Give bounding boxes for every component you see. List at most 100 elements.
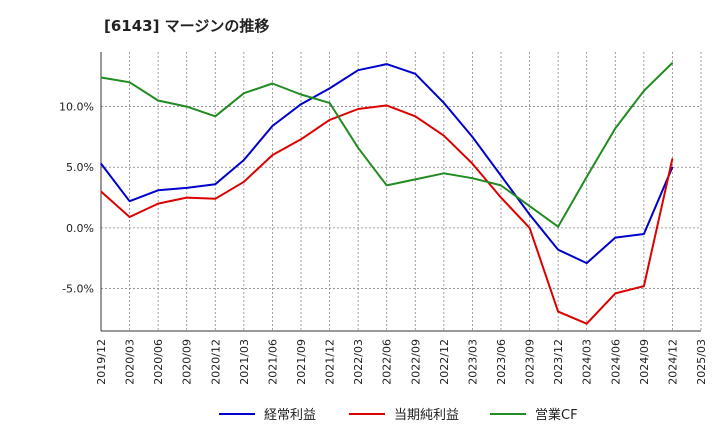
- data-point-0: [214, 183, 216, 185]
- legend-label-2: 営業CF: [535, 407, 578, 423]
- data-point-1: [386, 104, 388, 106]
- data-point-1: [643, 285, 645, 287]
- data-point-1: [471, 163, 474, 165]
- data-point-2: [271, 82, 274, 85]
- data-point-1: [357, 108, 359, 110]
- data-point-1: [157, 203, 159, 205]
- data-point-1: [328, 119, 331, 121]
- data-point-0: [186, 187, 188, 189]
- data-point-2: [214, 115, 216, 117]
- series-lines: [100, 62, 674, 325]
- data-point-1: [300, 138, 302, 140]
- x-tick-label: 2021/03: [238, 339, 251, 385]
- y-tick-label: 0.0%: [66, 222, 94, 235]
- legend-label-1: 当期純利益: [394, 408, 459, 423]
- y-tick-label: 10.0%: [59, 101, 94, 114]
- data-point-1: [557, 310, 559, 313]
- x-tick-label: 2023/09: [524, 339, 537, 385]
- data-point-0: [671, 166, 674, 168]
- x-tick-label: 2024/12: [666, 339, 679, 385]
- data-point-0: [557, 249, 559, 251]
- axes: [100, 52, 701, 332]
- x-tick-label: 2020/09: [181, 339, 194, 385]
- data-point-0: [586, 262, 588, 264]
- chart-title: [6143] マージンの推移: [104, 17, 269, 35]
- data-point-0: [471, 136, 474, 138]
- x-tick-label: 2021/06: [266, 339, 279, 385]
- x-tick-labels: 2019/12 2020/03 2020/06 2020/09 2020/12 2021/…: [95, 339, 708, 385]
- data-point-1: [443, 135, 445, 137]
- x-tick-label: 2022/03: [352, 339, 365, 385]
- x-tick-label: 2023/06: [495, 339, 508, 385]
- data-point-1: [186, 196, 188, 199]
- data-point-1: [214, 198, 216, 200]
- data-point-2: [186, 105, 188, 108]
- data-point-0: [357, 69, 359, 71]
- data-point-0: [528, 213, 531, 216]
- data-point-0: [443, 102, 445, 104]
- x-tick-label: 2020/12: [209, 339, 222, 385]
- x-tick-label: 2020/03: [124, 339, 137, 385]
- data-point-2: [443, 172, 445, 174]
- data-point-0: [328, 87, 331, 89]
- x-tick-label: 2020/06: [152, 339, 165, 385]
- data-point-1: [128, 216, 131, 218]
- data-point-1: [528, 227, 531, 229]
- x-tick-label: 2024/06: [609, 339, 622, 385]
- x-tick-label: 2021/12: [324, 339, 337, 385]
- series-line-1: [100, 104, 674, 325]
- data-point-2: [243, 92, 245, 94]
- data-point-2: [357, 147, 359, 149]
- x-tick-label: 2022/09: [409, 339, 422, 385]
- x-tick-label: 2024/03: [581, 339, 594, 385]
- legend-label-0: 経常利益: [264, 408, 316, 423]
- data-point-0: [100, 163, 102, 165]
- y-tick-label: -5.0%: [62, 283, 94, 296]
- data-point-2: [128, 81, 131, 83]
- legend: 経常利益 当期純利益 営業CF: [219, 407, 578, 423]
- data-point-2: [557, 226, 559, 228]
- data-point-1: [614, 292, 616, 294]
- data-point-2: [471, 177, 474, 179]
- x-tick-label: 2024/09: [638, 339, 651, 385]
- x-tick-label: 2019/12: [95, 339, 108, 385]
- data-point-0: [128, 200, 131, 202]
- x-tick-label: 2022/12: [438, 339, 451, 385]
- data-point-2: [528, 205, 531, 207]
- data-point-2: [157, 99, 159, 102]
- grid: [100, 52, 702, 331]
- data-point-2: [671, 62, 674, 64]
- data-point-2: [100, 76, 102, 79]
- data-point-2: [414, 178, 416, 180]
- x-tick-label: 2023/03: [466, 339, 479, 385]
- data-point-1: [243, 181, 245, 183]
- x-tick-label: 2021/09: [295, 339, 308, 385]
- data-point-2: [500, 184, 502, 187]
- data-point-0: [271, 125, 274, 127]
- data-point-2: [614, 127, 616, 130]
- x-tick-label: 2025/03: [695, 339, 708, 385]
- data-point-2: [300, 93, 302, 96]
- y-tick-label: 5.0%: [66, 161, 94, 174]
- x-tick-label: 2022/06: [381, 339, 394, 385]
- data-point-0: [157, 189, 159, 191]
- data-point-1: [414, 115, 416, 117]
- data-point-2: [386, 184, 388, 187]
- data-point-0: [386, 63, 388, 65]
- data-point-0: [414, 73, 416, 75]
- data-point-2: [643, 90, 645, 92]
- y-tick-labels: -5.0% 0.0% 5.0% 10.0%: [59, 101, 94, 296]
- data-point-0: [300, 103, 302, 105]
- data-point-0: [500, 175, 502, 177]
- data-point-1: [100, 190, 102, 193]
- data-point-0: [243, 159, 245, 161]
- data-point-1: [500, 196, 502, 199]
- data-point-0: [643, 233, 645, 235]
- data-point-1: [586, 323, 588, 325]
- x-tick-label: 2023/12: [552, 339, 565, 385]
- data-point-1: [271, 154, 274, 156]
- data-point-2: [328, 102, 331, 104]
- data-point-1: [671, 158, 674, 160]
